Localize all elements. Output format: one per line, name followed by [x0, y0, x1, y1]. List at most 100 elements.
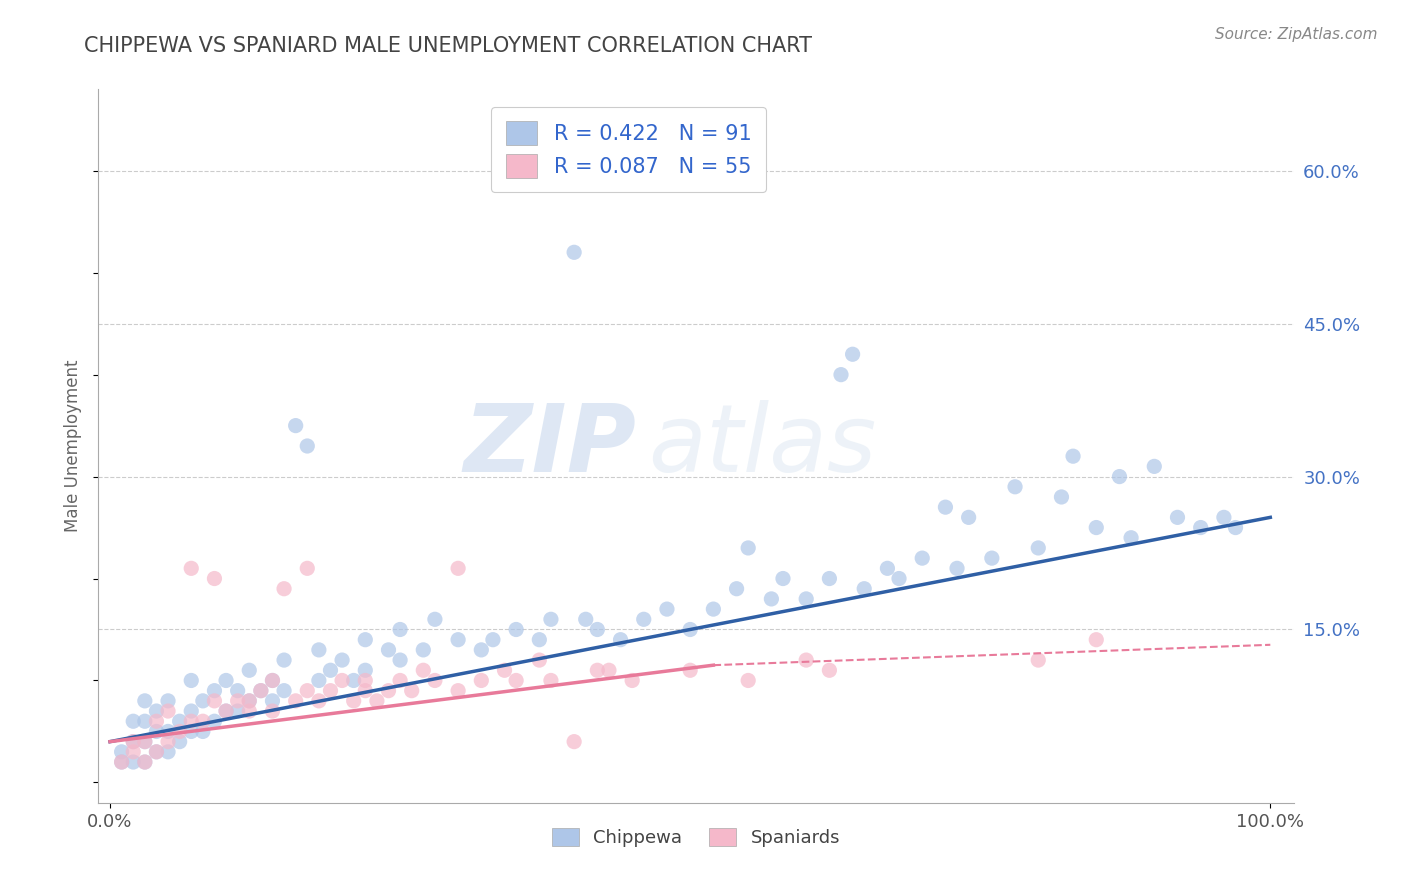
Point	[633, 612, 655, 626]
Point	[145, 745, 167, 759]
Point	[180, 714, 202, 729]
Point	[679, 663, 702, 677]
Point	[134, 755, 156, 769]
Point	[621, 673, 644, 688]
Point	[134, 755, 156, 769]
Point	[679, 623, 702, 637]
Point	[273, 582, 295, 596]
Point	[111, 755, 134, 769]
Point	[980, 551, 1002, 566]
Point	[389, 653, 412, 667]
Point	[145, 724, 167, 739]
Point	[180, 724, 202, 739]
Point	[841, 347, 863, 361]
Point	[145, 704, 167, 718]
Point	[447, 632, 470, 647]
Point	[308, 643, 330, 657]
Point	[169, 724, 191, 739]
Point	[319, 683, 342, 698]
Point	[191, 714, 214, 729]
Point	[412, 643, 434, 657]
Text: CHIPPEWA VS SPANIARD MALE UNEMPLOYMENT CORRELATION CHART: CHIPPEWA VS SPANIARD MALE UNEMPLOYMENT C…	[84, 36, 813, 55]
Point	[1189, 520, 1212, 534]
Point	[946, 561, 969, 575]
Point	[134, 734, 156, 748]
Point	[122, 714, 145, 729]
Point	[215, 704, 238, 718]
Point	[226, 694, 249, 708]
Point	[262, 694, 284, 708]
Point	[122, 734, 145, 748]
Point	[1143, 459, 1166, 474]
Text: atlas: atlas	[648, 401, 876, 491]
Point	[354, 632, 377, 647]
Point	[1004, 480, 1026, 494]
Point	[204, 683, 226, 698]
Point	[366, 694, 388, 708]
Point	[737, 541, 759, 555]
Point	[540, 673, 562, 688]
Point	[562, 245, 585, 260]
Point	[354, 673, 377, 688]
Point	[761, 591, 783, 606]
Point	[957, 510, 980, 524]
Point	[505, 673, 527, 688]
Point	[122, 745, 145, 759]
Point	[284, 694, 307, 708]
Point	[853, 582, 876, 596]
Point	[134, 734, 156, 748]
Point	[204, 694, 226, 708]
Point	[250, 683, 273, 698]
Point	[1062, 449, 1084, 463]
Point	[262, 673, 284, 688]
Point	[702, 602, 724, 616]
Point	[111, 745, 134, 759]
Point	[586, 623, 609, 637]
Point	[794, 591, 817, 606]
Point	[598, 663, 620, 677]
Point	[389, 623, 412, 637]
Point	[215, 704, 238, 718]
Point	[169, 714, 191, 729]
Point	[794, 653, 817, 667]
Point	[145, 714, 167, 729]
Point	[191, 694, 214, 708]
Point	[134, 694, 156, 708]
Point	[134, 714, 156, 729]
Point	[887, 572, 910, 586]
Point	[354, 663, 377, 677]
Point	[180, 704, 202, 718]
Point	[297, 439, 319, 453]
Point	[319, 663, 342, 677]
Point	[470, 643, 492, 657]
Y-axis label: Male Unemployment: Male Unemployment	[65, 359, 83, 533]
Point	[1119, 531, 1142, 545]
Point	[1026, 541, 1049, 555]
Text: Source: ZipAtlas.com: Source: ZipAtlas.com	[1215, 27, 1378, 42]
Point	[737, 673, 759, 688]
Point	[157, 724, 180, 739]
Point	[180, 673, 202, 688]
Point	[911, 551, 934, 566]
Point	[308, 694, 330, 708]
Point	[423, 673, 446, 688]
Point	[238, 663, 260, 677]
Point	[1026, 653, 1049, 667]
Point	[934, 500, 956, 515]
Point	[1050, 490, 1073, 504]
Point	[238, 694, 260, 708]
Point	[575, 612, 598, 626]
Point	[818, 663, 841, 677]
Point	[389, 673, 412, 688]
Point	[297, 561, 319, 575]
Point	[377, 683, 399, 698]
Point	[401, 683, 423, 698]
Point	[1225, 520, 1247, 534]
Point	[529, 653, 551, 667]
Point	[238, 694, 260, 708]
Point	[122, 734, 145, 748]
Point	[111, 755, 134, 769]
Point	[226, 704, 249, 718]
Point	[586, 663, 609, 677]
Point	[204, 572, 226, 586]
